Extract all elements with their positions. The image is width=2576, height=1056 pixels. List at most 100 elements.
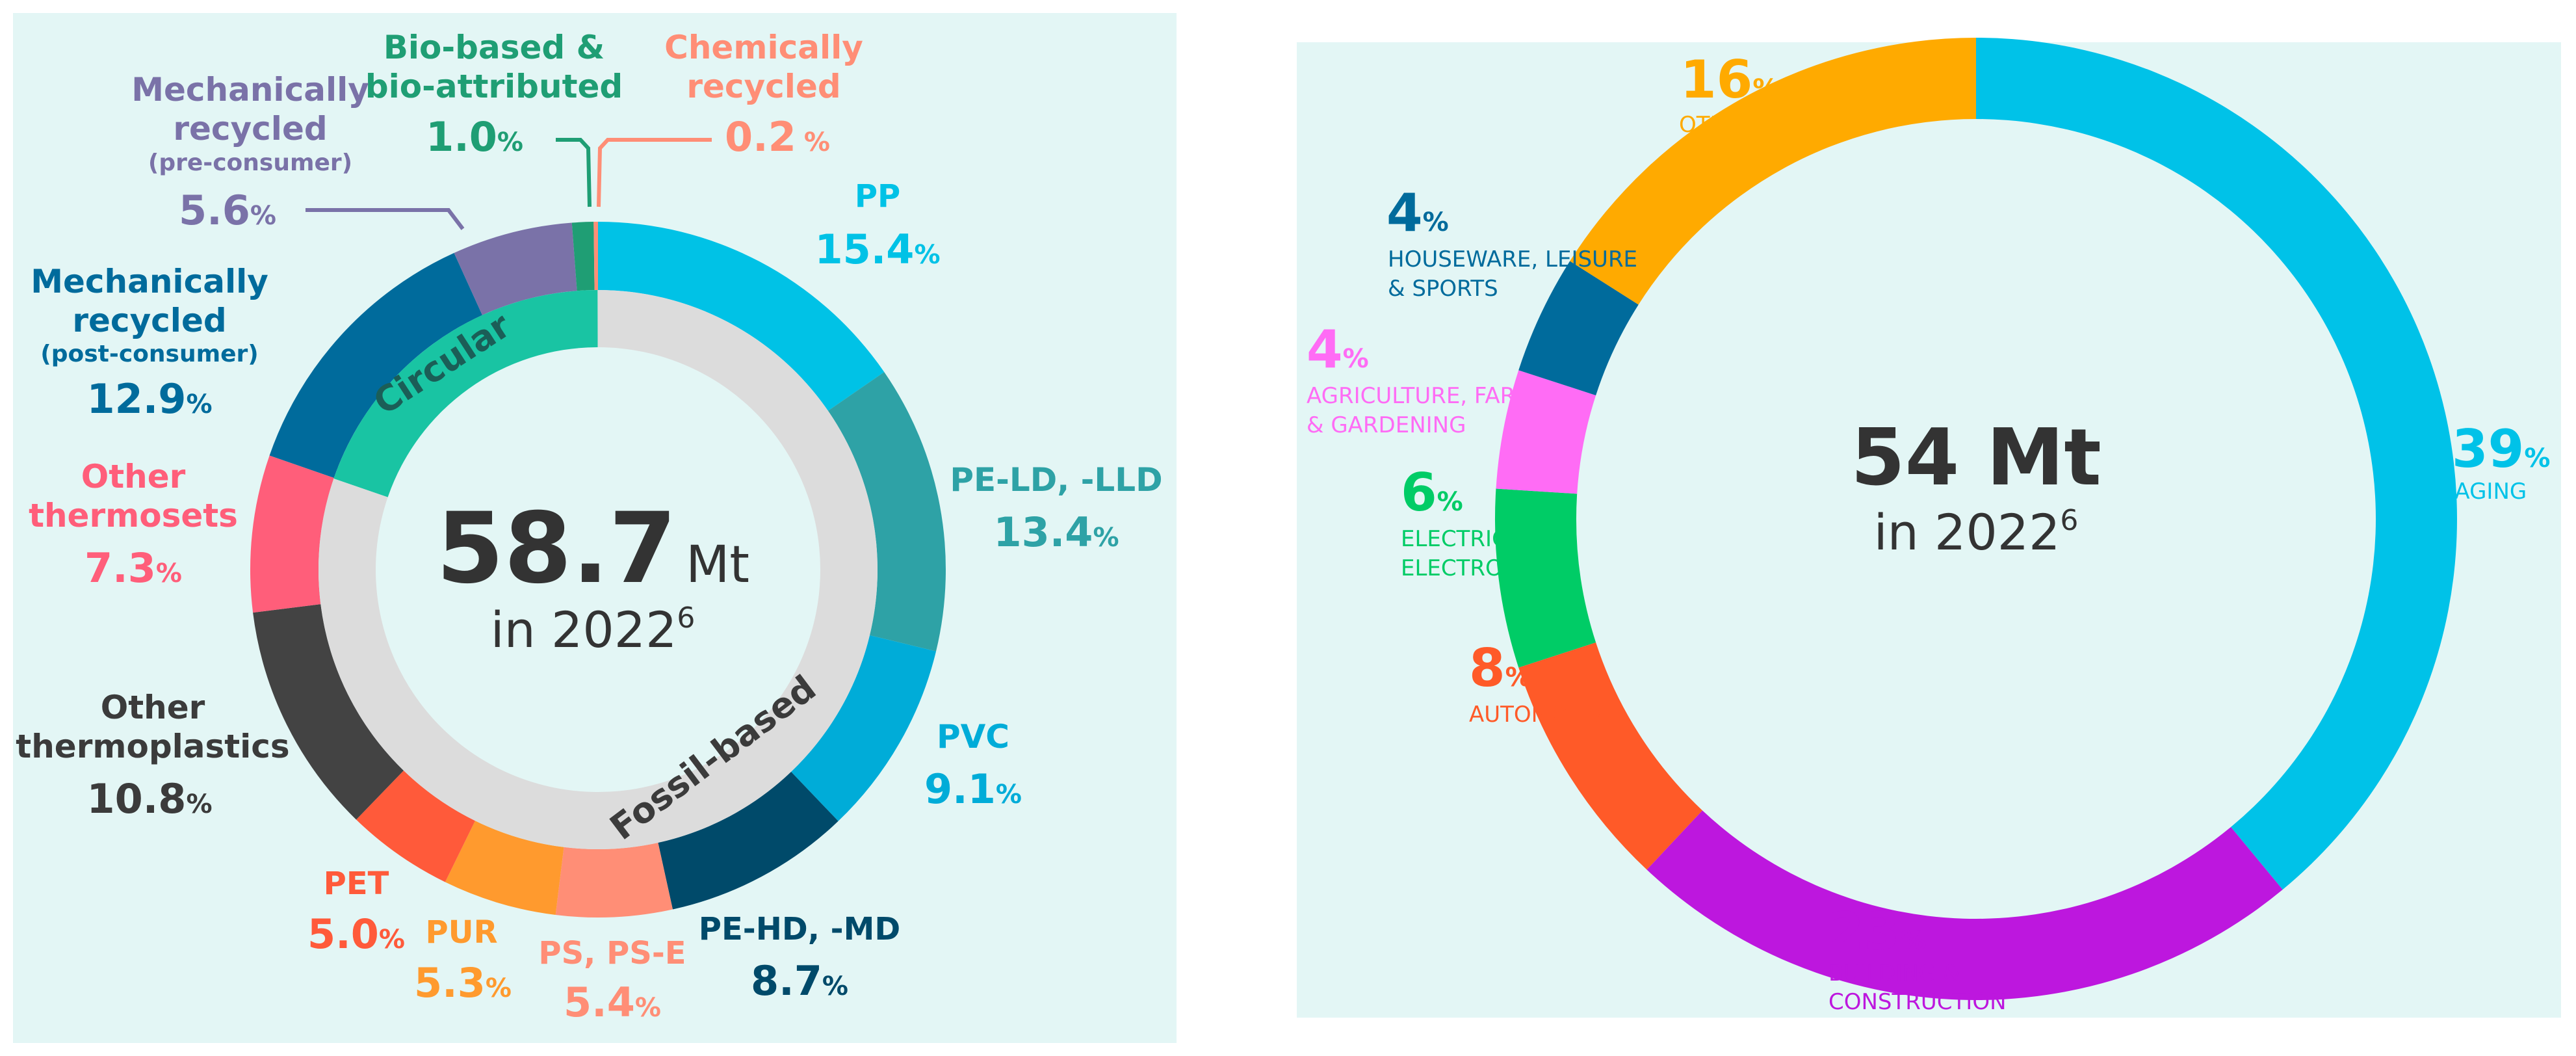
label-pur: PUR — [425, 914, 497, 951]
label-agri-line1: AGRICULTURE, FARMING — [1307, 383, 1574, 409]
pct-pehd: % — [822, 971, 848, 1001]
label-house-line2: & SPORTS — [1388, 276, 1498, 302]
value-mrpre: 5.6 — [179, 187, 250, 234]
label-chem-line2: recycled — [686, 68, 840, 105]
pct-agri: % — [1343, 344, 1369, 374]
slice-packaging — [1976, 38, 2458, 890]
value-othertp: 10.8 — [86, 775, 186, 823]
right-center-year-group: in 20226 — [1874, 503, 2079, 561]
label-bio-line1: Bio-based & — [384, 29, 605, 66]
value-peld: 13.4 — [993, 508, 1093, 556]
outer-slice-chemically-recycled — [593, 222, 598, 291]
value-pp: 15.4 — [814, 226, 914, 273]
label-pvc: PVC — [937, 718, 1009, 756]
label-pp-value: 15.4% — [814, 226, 940, 273]
label-build-line2: CONSTRUCTION — [1828, 989, 2007, 1015]
pct-peld: % — [1093, 523, 1119, 553]
leader-line-chem — [597, 138, 712, 207]
right-center-sup: 6 — [2060, 504, 2078, 537]
left-center-value-group: 58.7 Mt — [436, 492, 749, 605]
label-mrpost-line3: (post-consumer) — [40, 341, 258, 367]
label-pet-value: 5.0% — [307, 910, 405, 958]
outer-slice-pet — [356, 771, 476, 882]
label-mrpre-line2: recycled — [173, 110, 327, 148]
outer-slice-ps-ps-e — [555, 842, 673, 918]
value-pack: 39 — [2452, 419, 2524, 479]
label-pack-value: 39% — [2452, 419, 2550, 479]
left-center-year: in 2022 — [491, 601, 677, 659]
right-center-value: 54 Mt — [1851, 413, 2101, 503]
left-center-year-group: in 20226 — [491, 601, 696, 659]
inner-ring-circular — [333, 290, 598, 497]
right-center-year: in 2022 — [1874, 503, 2061, 561]
value-pur: 5.3 — [414, 959, 486, 1007]
label-elec-value: 6% — [1401, 462, 1463, 523]
label-pack: PACKAGING — [2399, 479, 2527, 505]
pct-others: % — [1752, 74, 1778, 104]
label-peld-value: 13.4% — [993, 508, 1119, 556]
label-mrpost-line1: Mechanically — [31, 263, 268, 300]
outer-slice-pvc — [791, 635, 937, 821]
slice-others — [1570, 38, 1976, 305]
pct-pvc: % — [996, 780, 1022, 810]
value-chem: 0.2 — [725, 113, 796, 161]
slice-automotive — [1518, 642, 1703, 870]
outer-slice-mechanically-recycled-pre-consumer — [454, 222, 577, 315]
pct-pp: % — [914, 240, 940, 270]
slice-electrical-electronics — [1495, 488, 1596, 668]
value-otherts: 7.3 — [85, 544, 156, 592]
slice-houseware-leisure-sports — [1518, 261, 1639, 395]
label-mrpost-value: 12.9% — [86, 375, 212, 423]
label-others: OTHERS — [1679, 112, 1770, 138]
label-house-value: 4% — [1386, 183, 1449, 243]
leader-line-mr-pre — [306, 208, 465, 230]
outer-slice-pp — [598, 222, 885, 411]
pct-ps: % — [635, 993, 661, 1023]
label-agri-line2: & GARDENING — [1307, 412, 1466, 438]
outer-slice-pur — [445, 821, 564, 915]
label-auto: AUTOMOTIVE — [1469, 702, 1617, 728]
label-auto-value: 8% — [1469, 638, 1531, 698]
label-pehd-value: 8.7% — [751, 957, 848, 1005]
label-build-line1: BUILDING & — [1828, 960, 1960, 986]
value-pehd: 8.7 — [751, 957, 822, 1005]
label-ps: PS, PS-E — [538, 935, 686, 971]
label-pet: PET — [324, 865, 389, 902]
left-center-value: 58.7 — [436, 492, 677, 605]
label-chem-line1: Chemically — [664, 29, 863, 66]
label-pehd: PE-HD, -MD — [699, 911, 900, 947]
pct-auto: % — [1505, 663, 1531, 693]
value-ps: 5.4 — [564, 979, 635, 1026]
left-donut — [250, 222, 946, 918]
pct-house: % — [1423, 207, 1449, 237]
label-build-value: 23% — [1828, 901, 1926, 962]
pct-pack: % — [2524, 443, 2550, 473]
pct-elec: % — [1437, 487, 1463, 517]
label-house-line1: HOUSEWARE, LEISURE — [1388, 246, 1637, 272]
outer-slice-other-thermosets — [250, 455, 334, 613]
label-mrpre-line1: Mechanically — [131, 71, 369, 109]
label-pur-value: 5.3% — [414, 959, 512, 1007]
pct-othertp: % — [186, 789, 212, 819]
label-chem-value: 0.2% — [725, 113, 830, 161]
label-ps-value: 5.4% — [564, 979, 661, 1026]
label-elec-line1: ELECTRICAL & — [1401, 526, 1559, 552]
label-pvc-value: 9.1% — [924, 765, 1022, 813]
label-elec-line2: ELECTRONICS — [1401, 555, 1555, 581]
left-center-unit: Mt — [686, 536, 749, 594]
value-house: 4 — [1386, 183, 1423, 243]
label-pp: PP — [855, 178, 900, 215]
left-center-sup: 6 — [677, 601, 695, 635]
value-build: 23 — [1828, 901, 1900, 962]
leader-line-bio — [556, 138, 592, 207]
value-others: 16 — [1680, 49, 1752, 110]
label-others-value: 16% — [1680, 49, 1778, 110]
slice-building-construction — [1646, 810, 2283, 1001]
outer-slice-pe-hd-md — [658, 771, 839, 910]
value-pet: 5.0 — [307, 910, 379, 958]
value-agri: 4 — [1307, 319, 1343, 380]
label-peld: PE-LD, -LLD — [950, 461, 1162, 499]
label-bio-line2: bio-attributed — [365, 68, 623, 105]
pct-bio: % — [497, 127, 523, 157]
pct-mrpost: % — [186, 389, 212, 419]
